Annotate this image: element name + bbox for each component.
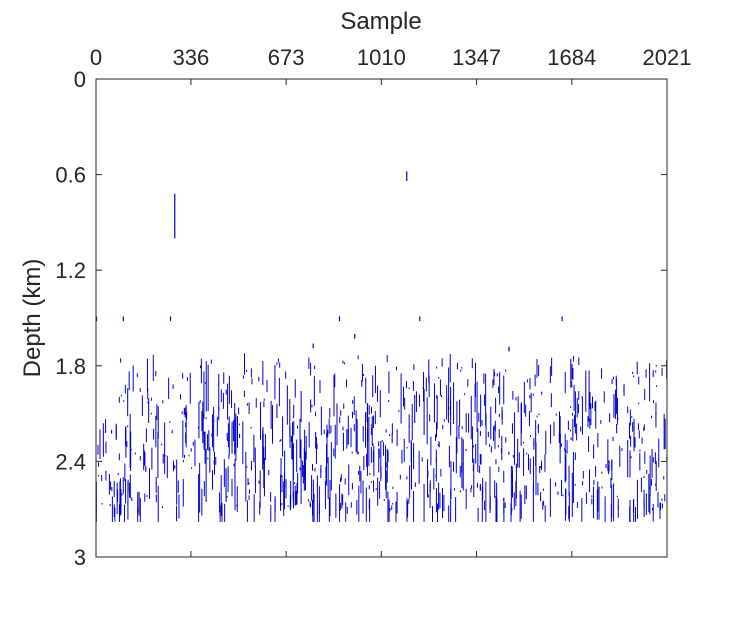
y-tick-label: 3 [74,545,86,570]
y-tick-label: 1.2 [55,258,86,283]
plot-background [96,79,667,557]
y-axis-title: Depth (km) [19,259,46,378]
x-tick-label: 673 [268,45,305,70]
y-tick-label: 1.8 [55,354,86,379]
data-marks [95,171,668,522]
x-tick-label: 2021 [643,45,692,70]
y-tick-label: 0 [74,67,86,92]
x-tick-label: 1347 [452,45,501,70]
y-tick-label: 2.4 [55,449,86,474]
plot-frame [95,78,668,558]
y-tick-label: 0.6 [55,163,86,188]
x-tick-label: 336 [173,45,210,70]
axis-tick-labels: 0 336 673 1010 1347 1684 2021 0 0.6 1.2 1.8 2.4 3 [55,45,691,570]
x-tick-label: 1684 [547,45,596,70]
x-axis-title: Sample [340,8,421,35]
x-tick-label: 0 [90,45,102,70]
x-tick-label: 1010 [357,45,406,70]
